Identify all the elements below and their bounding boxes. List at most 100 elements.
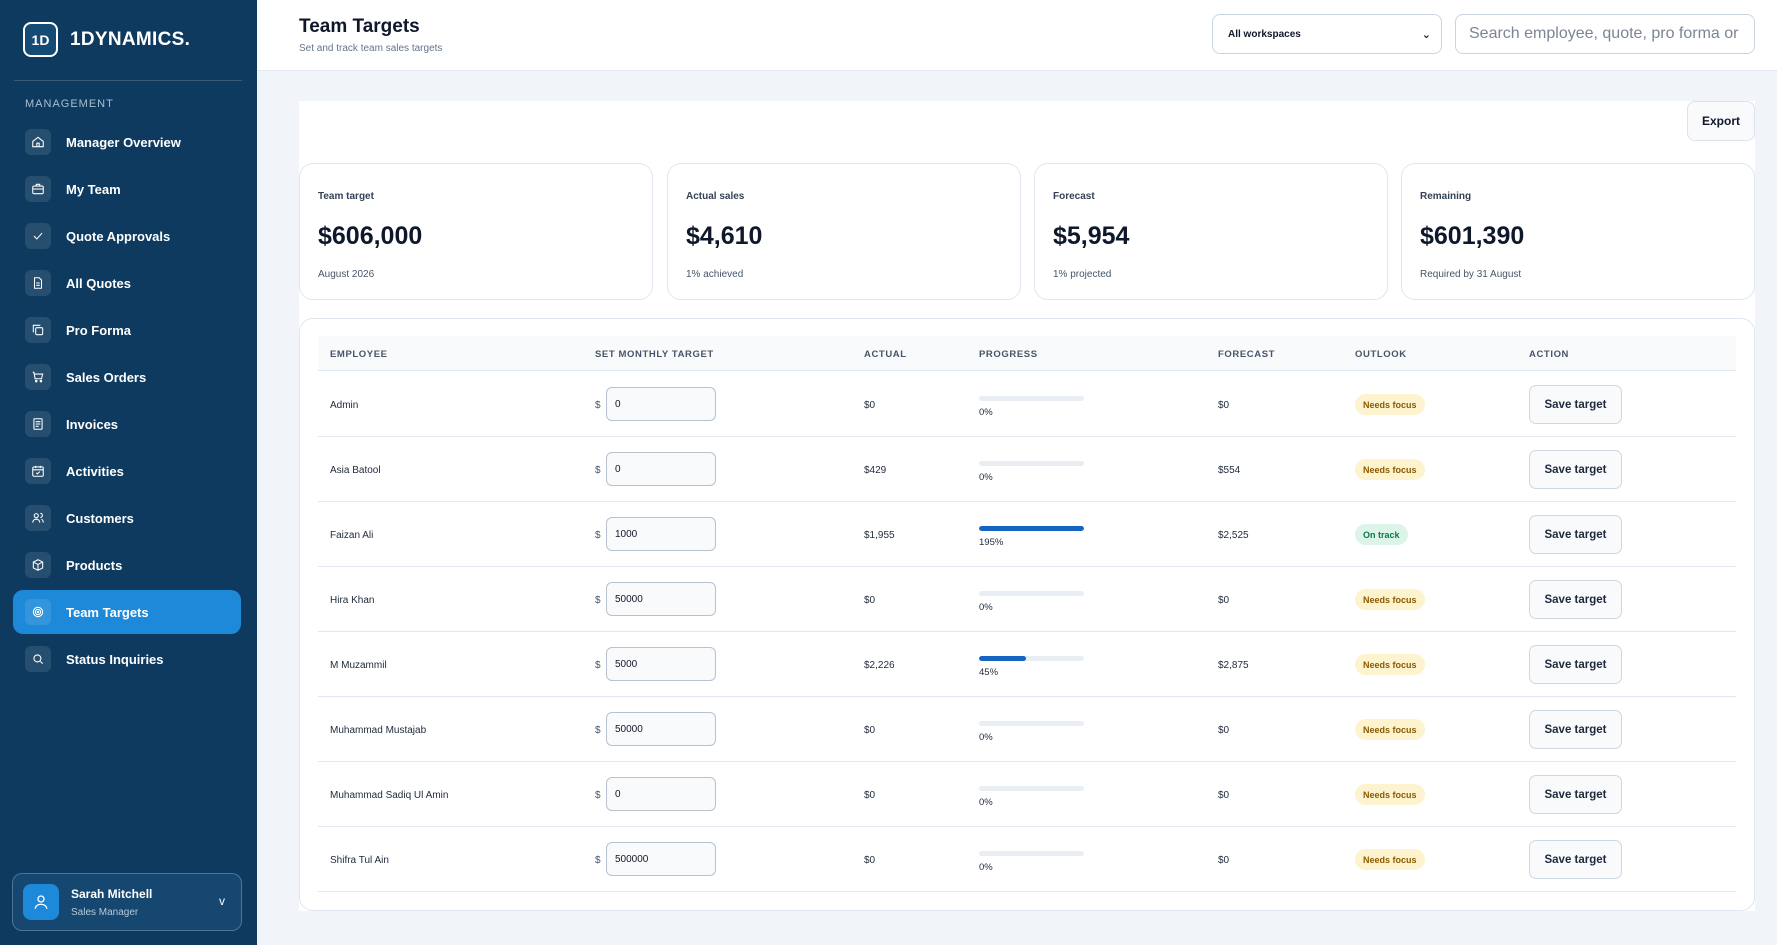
search-input[interactable] bbox=[1455, 14, 1755, 54]
header: Team Targets Set and track team sales ta… bbox=[257, 0, 1777, 71]
save-target-button[interactable]: Save target bbox=[1529, 580, 1622, 619]
sidebar-item-manager-overview[interactable]: Manager Overview bbox=[13, 120, 241, 164]
sidebar-item-label: Sales Orders bbox=[66, 369, 147, 385]
save-target-button[interactable]: Save target bbox=[1529, 515, 1622, 554]
box-icon bbox=[25, 552, 51, 578]
stat-note: August 2026 bbox=[318, 269, 375, 280]
table-row: Faizan Ali $ $1,955 195% $2,525 On track Save … bbox=[318, 502, 1736, 567]
save-target-button[interactable]: Save target bbox=[1529, 840, 1622, 879]
table-row: Hira Khan $ $0 0% $0 Needs focus Save target bbox=[318, 567, 1736, 632]
monthly-target-input[interactable] bbox=[606, 777, 716, 811]
monthly-target-input[interactable] bbox=[606, 712, 716, 746]
monthly-target-input[interactable] bbox=[606, 582, 716, 616]
outlook-badge: Needs focus bbox=[1355, 654, 1425, 675]
workspace-select-value: All workspaces bbox=[1228, 28, 1301, 40]
save-target-button[interactable]: Save target bbox=[1529, 645, 1622, 684]
stat-value: $4,610 bbox=[686, 222, 763, 250]
cart-icon bbox=[25, 364, 51, 390]
monthly-target-input[interactable] bbox=[606, 387, 716, 421]
stat-value: $5,954 bbox=[1053, 222, 1130, 250]
stat-card-team-target: Team target $606,000 August 2026 bbox=[299, 163, 653, 300]
sidebar-item-label: Manager Overview bbox=[66, 134, 181, 150]
progress-label: 0% bbox=[979, 472, 993, 483]
currency-symbol: $ bbox=[595, 660, 601, 671]
column-header: EMPLOYEE bbox=[330, 349, 388, 360]
table-row: Muhammad Mustajab $ $0 0% $0 Needs focus Save … bbox=[318, 697, 1736, 762]
progress-bar bbox=[979, 656, 1084, 661]
stat-value: $606,000 bbox=[318, 222, 423, 250]
column-header: ACTUAL bbox=[864, 349, 907, 360]
progress-fill bbox=[979, 656, 1027, 661]
sidebar-item-label: My Team bbox=[66, 181, 121, 197]
workspace-select[interactable]: All workspaces ⌄ bbox=[1212, 14, 1442, 54]
sidebar-item-customers[interactable]: Customers bbox=[13, 496, 241, 540]
employee-name: M Muzammil bbox=[330, 660, 387, 671]
table-row: Shifra Tul Ain $ $0 0% $0 Needs focus Save tar… bbox=[318, 827, 1736, 892]
sidebar-item-pro-forma[interactable]: Pro Forma bbox=[13, 308, 241, 352]
monthly-target-input[interactable] bbox=[606, 647, 716, 681]
user-card[interactable]: Sarah Mitchell Sales Manager v bbox=[12, 873, 242, 931]
stat-note: 1% achieved bbox=[686, 269, 744, 280]
monthly-target-input[interactable] bbox=[606, 452, 716, 486]
calendar-icon bbox=[25, 458, 51, 484]
chevron-down-icon: ⌄ bbox=[1421, 28, 1431, 41]
divider bbox=[14, 80, 242, 81]
stat-note: 1% projected bbox=[1053, 269, 1112, 280]
sidebar-item-all-quotes[interactable]: All Quotes bbox=[13, 261, 241, 305]
save-target-button[interactable]: Save target bbox=[1529, 775, 1622, 814]
chevron-down-icon[interactable]: v bbox=[219, 894, 225, 908]
sidebar-item-status-inquiries[interactable]: Status Inquiries bbox=[13, 637, 241, 681]
sidebar-item-quote-approvals[interactable]: Quote Approvals bbox=[13, 214, 241, 258]
column-header: ACTION bbox=[1529, 349, 1570, 360]
stat-label: Actual sales bbox=[686, 191, 745, 202]
progress-bar bbox=[979, 786, 1084, 791]
stat-value: $601,390 bbox=[1420, 222, 1525, 250]
brand[interactable]: 1D 1DYNAMICS. bbox=[23, 22, 190, 57]
progress-fill bbox=[979, 526, 1084, 531]
outlook-badge: Needs focus bbox=[1355, 784, 1425, 805]
currency-symbol: $ bbox=[595, 530, 601, 541]
currency-symbol: $ bbox=[595, 855, 601, 866]
progress-bar bbox=[979, 591, 1084, 596]
progress-label: 195% bbox=[979, 537, 1004, 548]
table-row: Muhammad Sadiq Ul Amin $ $0 0% $0 Needs focus… bbox=[318, 762, 1736, 827]
user-icon bbox=[34, 895, 48, 909]
sidebar-item-invoices[interactable]: Invoices bbox=[13, 402, 241, 446]
actual-value: $0 bbox=[864, 790, 876, 801]
employee-name: Faizan Ali bbox=[330, 530, 374, 541]
sidebar-item-label: Pro Forma bbox=[66, 322, 132, 338]
sidebar-item-my-team[interactable]: My Team bbox=[13, 167, 241, 211]
column-header: SET MONTHLY TARGET bbox=[595, 349, 714, 360]
progress-bar bbox=[979, 851, 1084, 856]
currency-symbol: $ bbox=[595, 465, 601, 476]
forecast-value: $2,525 bbox=[1218, 530, 1249, 541]
employee-name: Hira Khan bbox=[330, 595, 375, 606]
actual-value: $0 bbox=[864, 595, 876, 606]
employee-name: Asia Batool bbox=[330, 465, 381, 476]
forecast-value: $0 bbox=[1218, 790, 1230, 801]
column-header: FORECAST bbox=[1218, 349, 1276, 360]
stat-label: Forecast bbox=[1053, 191, 1095, 202]
currency-symbol: $ bbox=[595, 725, 601, 736]
home-icon bbox=[25, 129, 51, 155]
sidebar-item-team-targets[interactable]: Team Targets bbox=[13, 590, 241, 634]
employee-name: Shifra Tul Ain bbox=[330, 855, 389, 866]
monthly-target-input[interactable] bbox=[606, 842, 716, 876]
forecast-value: $0 bbox=[1218, 595, 1230, 606]
sidebar-item-products[interactable]: Products bbox=[13, 543, 241, 587]
monthly-target-input[interactable] bbox=[606, 517, 716, 551]
save-target-button[interactable]: Save target bbox=[1529, 385, 1622, 424]
sidebar-item-sales-orders[interactable]: Sales Orders bbox=[13, 355, 241, 399]
forecast-value: $0 bbox=[1218, 400, 1230, 411]
briefcase-icon bbox=[25, 176, 51, 202]
progress-label: 0% bbox=[979, 797, 993, 808]
forecast-value: $2,875 bbox=[1218, 660, 1249, 671]
save-target-button[interactable]: Save target bbox=[1529, 450, 1622, 489]
forecast-value: $0 bbox=[1218, 855, 1230, 866]
actual-value: $1,955 bbox=[864, 530, 895, 541]
page-subtitle: Set and track team sales targets bbox=[299, 43, 443, 54]
save-target-button[interactable]: Save target bbox=[1529, 710, 1622, 749]
sidebar-item-activities[interactable]: Activities bbox=[13, 449, 241, 493]
export-button[interactable]: Export bbox=[1687, 101, 1755, 141]
stat-card-remaining: Remaining $601,390 Required by 31 August bbox=[1401, 163, 1755, 300]
